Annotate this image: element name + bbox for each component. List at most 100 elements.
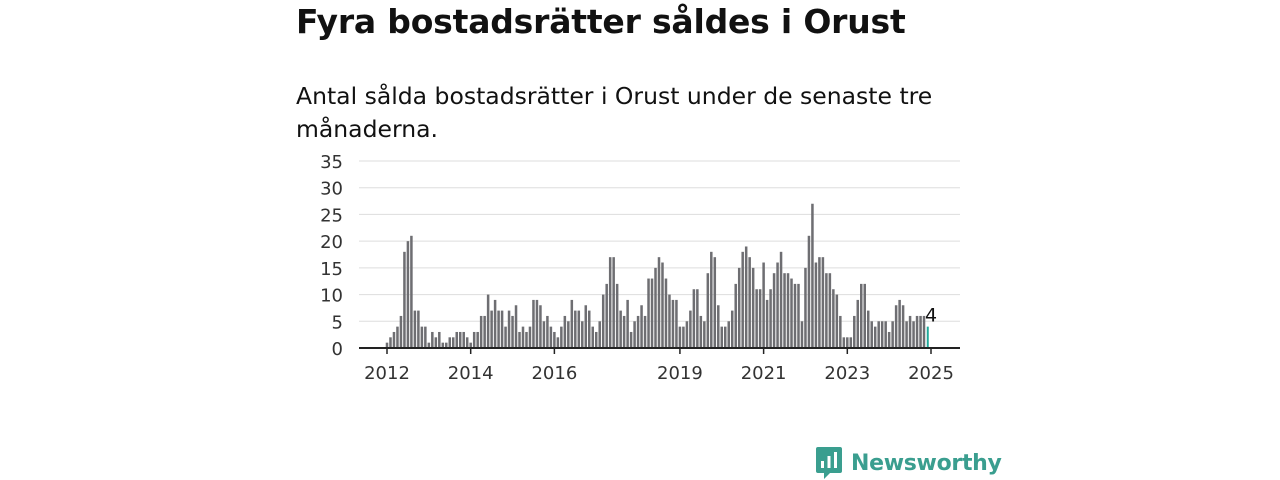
bar: [643, 315, 647, 348]
bar: [846, 337, 849, 348]
bar: [748, 257, 751, 348]
x-tick-label: 2014: [448, 363, 494, 384]
bar: [737, 267, 741, 348]
bar: [915, 315, 919, 348]
bar: [765, 299, 769, 348]
bar: [772, 273, 776, 348]
bar: [445, 342, 448, 348]
bar: [479, 315, 483, 348]
bar: [699, 315, 703, 348]
bar: [588, 310, 591, 348]
bar: [629, 331, 633, 348]
bar: [727, 321, 730, 348]
bar: [828, 273, 832, 348]
bar: [730, 310, 734, 348]
bar: [431, 331, 434, 348]
bar: [458, 331, 462, 348]
bar: [804, 267, 807, 348]
bar: [413, 310, 417, 348]
bar: [546, 315, 549, 348]
bar: [835, 294, 839, 348]
bar: [528, 326, 532, 348]
bar: [511, 315, 514, 348]
bar: [476, 331, 479, 348]
bar: [800, 321, 804, 348]
bar: [507, 310, 511, 348]
bar: [717, 305, 720, 348]
bar: [797, 283, 800, 348]
bar: [396, 326, 399, 348]
bar: [908, 315, 912, 348]
bar: [706, 273, 710, 348]
bar: [472, 331, 476, 348]
bar: [818, 257, 821, 348]
y-tick-label: 20: [320, 232, 343, 253]
bar: [598, 321, 601, 348]
bar: [894, 305, 898, 348]
bar: [518, 331, 521, 348]
bar: [891, 321, 894, 348]
bar: [514, 305, 518, 348]
y-tick-label: 35: [320, 152, 343, 173]
bar: [668, 294, 671, 348]
bar: [539, 305, 542, 348]
bar: [853, 315, 856, 348]
bar: [734, 283, 737, 348]
bar: [814, 262, 818, 348]
bar: [703, 321, 706, 348]
bar: [469, 342, 472, 348]
bar: [849, 337, 853, 348]
bar: [786, 273, 790, 348]
bar-latest: [926, 326, 929, 348]
bar: [685, 321, 689, 348]
bar: [549, 326, 553, 348]
bar: [856, 299, 860, 348]
bar: [671, 299, 675, 348]
bar: [601, 294, 605, 348]
bar: [720, 326, 724, 348]
bar: [769, 289, 772, 348]
bar: [535, 299, 539, 348]
bar: [465, 337, 469, 348]
y-tick-label: 5: [332, 312, 343, 333]
bar: [692, 289, 696, 348]
bar: [567, 321, 570, 348]
bar: [608, 257, 612, 348]
bar: [832, 289, 835, 348]
y-tick-label: 0: [332, 339, 343, 360]
bar: [619, 310, 622, 348]
bar: [880, 321, 884, 348]
bar: [919, 315, 922, 348]
bar: [406, 241, 410, 348]
bar: [898, 299, 901, 348]
bar: [912, 321, 915, 348]
chart-subtitle: Antal sålda bostadsrätter i Orust under …: [296, 82, 933, 143]
bar: [839, 315, 842, 348]
bar: [521, 326, 525, 348]
bar: [622, 315, 626, 348]
bar: [560, 326, 563, 348]
bar: [410, 235, 413, 348]
bar: [424, 326, 427, 348]
bar-chart-speech-bubble-icon: [816, 447, 842, 479]
bar: [842, 337, 846, 348]
bar: [650, 278, 654, 348]
bar: [866, 310, 870, 348]
y-tick-label: 30: [320, 179, 343, 200]
bar: [615, 283, 619, 348]
y-tick-label: 10: [320, 286, 343, 307]
bar: [755, 289, 758, 348]
x-tick-label: 2023: [824, 363, 870, 384]
bar: [713, 257, 717, 348]
bar: [605, 283, 608, 348]
x-tick-label: 2021: [741, 363, 787, 384]
bar: [762, 262, 765, 348]
bar: [441, 342, 445, 348]
bar: [633, 321, 636, 348]
x-tick-label: 2019: [657, 363, 703, 384]
bar: [779, 251, 783, 348]
bar: [825, 273, 828, 348]
newsworthy-logo: Newsworthy: [815, 446, 1002, 480]
chart-title: Fyra bostadsrätter såldes i Orust: [296, 2, 906, 41]
